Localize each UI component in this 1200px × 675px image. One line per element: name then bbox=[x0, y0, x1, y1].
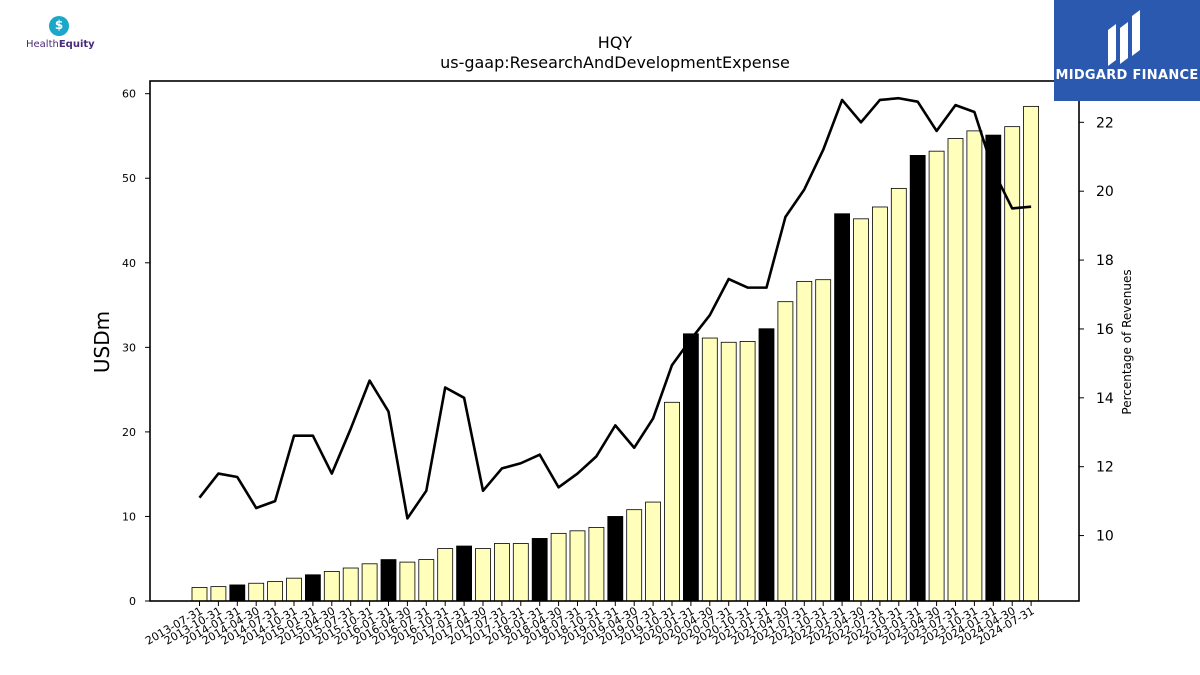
bar-2017-01-31 bbox=[456, 545, 473, 602]
y2-tick-label-12: 12 bbox=[1096, 460, 1114, 476]
bar-2016-04-30 bbox=[399, 561, 416, 602]
dollar-drop-icon: $ bbox=[49, 16, 69, 36]
bar-2016-07-31 bbox=[418, 559, 435, 602]
bar-2018-10-31 bbox=[588, 527, 605, 602]
bar-2019-01-31 bbox=[607, 516, 624, 602]
y2-tick-label-18: 18 bbox=[1096, 253, 1114, 269]
bar-2021-04-30 bbox=[777, 301, 794, 602]
midgard-mark-icon bbox=[1108, 10, 1140, 66]
midgard-finance-logo: MIDGARD FINANCE bbox=[1054, 0, 1200, 101]
bar-2022-10-31 bbox=[890, 187, 907, 602]
bar-2024-01-31 bbox=[985, 134, 1002, 602]
bar-2014-07-31 bbox=[267, 581, 284, 602]
bar-2017-07-31 bbox=[493, 543, 510, 602]
bar-2021-07-31 bbox=[796, 280, 813, 602]
line-series bbox=[198, 96, 1032, 520]
y2-axis-label: Percentage of Revenues bbox=[1120, 269, 1134, 414]
bar-2015-01-31 bbox=[304, 574, 321, 602]
chart-title: HQY bbox=[598, 33, 633, 52]
bar-2020-04-30 bbox=[701, 337, 718, 602]
bar-2014-04-30 bbox=[248, 582, 265, 602]
bar-2016-01-31 bbox=[380, 559, 397, 602]
bar-2015-04-30 bbox=[323, 571, 340, 602]
bar-2023-10-31 bbox=[966, 130, 983, 602]
healthequity-wordmark: HealthEquity bbox=[26, 39, 95, 50]
bar-2015-07-31 bbox=[342, 567, 359, 602]
midgard-wordmark: MIDGARD FINANCE bbox=[1055, 68, 1199, 83]
bar-2013-07-31 bbox=[191, 587, 208, 602]
bar-2023-01-31 bbox=[909, 155, 926, 602]
bar-2016-10-31 bbox=[437, 548, 454, 602]
y2-tick-label-22: 22 bbox=[1096, 115, 1114, 131]
percentage-line bbox=[198, 96, 1032, 520]
bar-2022-04-30 bbox=[853, 218, 869, 602]
chart-subtitle: us-gaap:ResearchAndDevelopmentExpense bbox=[440, 53, 790, 72]
y2-tick-label-10: 10 bbox=[1096, 529, 1114, 545]
y-tick-label-30: 30 bbox=[122, 341, 136, 354]
y-axis-left: 0 10 20 30 40 50 60 bbox=[122, 88, 150, 608]
y2-tick-label-16: 16 bbox=[1096, 322, 1114, 338]
bar-2019-04-30 bbox=[626, 509, 643, 602]
y-tick-label-0: 0 bbox=[129, 595, 136, 608]
plot-frame bbox=[149, 80, 1080, 602]
y-axis-label: USDm bbox=[90, 311, 114, 373]
y-tick-label-40: 40 bbox=[122, 257, 136, 270]
bar-2015-10-31 bbox=[361, 563, 378, 602]
bar-2022-01-31 bbox=[834, 213, 850, 602]
y-tick-label-10: 10 bbox=[122, 510, 136, 523]
y-tick-label-50: 50 bbox=[122, 172, 136, 185]
y-axis-right: 10 12 14 16 18 20 22 bbox=[1079, 115, 1114, 545]
bar-2020-01-31 bbox=[683, 333, 699, 602]
bar-2024-07-31 bbox=[1023, 105, 1039, 602]
bar-2019-10-31 bbox=[664, 401, 680, 602]
x-axis: 2013-07-312013-10-312014-01-312014-04-30… bbox=[143, 601, 1037, 648]
bar-2022-07-31 bbox=[872, 206, 888, 602]
bar-2021-10-31 bbox=[815, 279, 832, 602]
bar-2017-04-30 bbox=[475, 548, 491, 602]
bar-2013-10-31 bbox=[210, 586, 227, 602]
bar-2020-07-31 bbox=[720, 341, 737, 602]
bar-2018-07-31 bbox=[569, 530, 586, 602]
y2-tick-label-20: 20 bbox=[1096, 184, 1114, 200]
bar-2017-10-31 bbox=[512, 543, 529, 602]
bar-2021-01-31 bbox=[758, 328, 775, 602]
y-tick-label-20: 20 bbox=[122, 426, 136, 439]
y2-tick-label-14: 14 bbox=[1096, 391, 1114, 407]
bar-2014-10-31 bbox=[286, 577, 302, 602]
healthequity-logo: $ HealthEquity bbox=[22, 14, 102, 58]
y-tick-label-60: 60 bbox=[122, 88, 136, 101]
bar-2019-07-31 bbox=[645, 501, 661, 602]
bar-2014-01-31 bbox=[229, 584, 246, 602]
bar-2023-04-30 bbox=[928, 150, 945, 602]
bar-2023-07-31 bbox=[947, 138, 964, 602]
bar-series bbox=[191, 105, 1039, 602]
bar-2018-01-31 bbox=[531, 538, 548, 602]
bar-2018-04-30 bbox=[550, 532, 567, 602]
bar-2020-10-31 bbox=[739, 341, 756, 602]
